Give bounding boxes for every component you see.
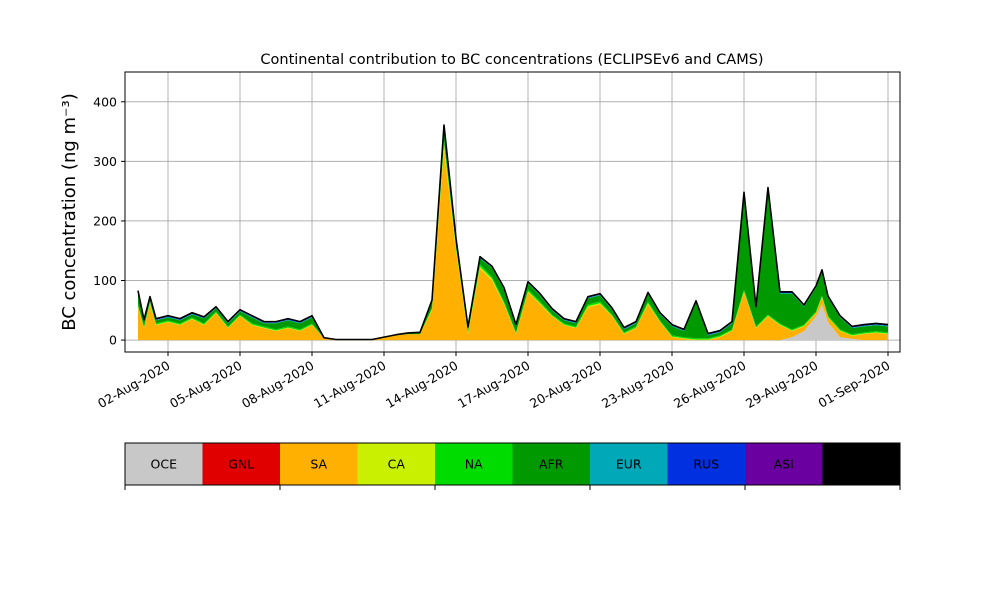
area-afr (138, 128, 888, 340)
plot-frame (124, 71, 901, 353)
legend-swatch-ca (357, 443, 436, 485)
legend-label-na: NA (465, 457, 483, 472)
x-tick-label: 05-Aug-2020 (167, 358, 245, 411)
y-ticks: 0 100 200 300 400 (93, 94, 125, 348)
legend: OCE GNL SA CA NA AFR EUR RUS ASI AUS (124, 442, 901, 490)
x-tick-label: 23-Aug-2020 (599, 358, 677, 411)
x-tick-label: 02-Aug-2020 (95, 358, 173, 411)
y-tick-label: 0 (109, 333, 117, 348)
y-tick-label: 100 (93, 273, 117, 288)
y-tick-label: 400 (93, 94, 117, 109)
legend-swatch-asi (745, 443, 823, 485)
x-tick-label: 17-Aug-2020 (455, 358, 533, 411)
y-tick-label: 200 (93, 213, 117, 228)
legend-swatch-eur (590, 443, 668, 485)
chart-title: Continental contribution to BC concentra… (260, 52, 763, 68)
legend-swatch-oce (125, 443, 203, 485)
x-tick-label: 20-Aug-2020 (527, 358, 605, 411)
x-ticks: 02-Aug-202005-Aug-202008-Aug-202011-Aug-… (95, 352, 893, 411)
stacked-areas (138, 125, 888, 341)
legend-frame (124, 442, 901, 486)
legend-label-oce: OCE (151, 457, 178, 472)
legend-swatch-na (435, 443, 513, 485)
legend-label-afr: AFR (539, 457, 564, 472)
x-tick-label: 08-Aug-2020 (239, 358, 317, 411)
legend-swatch-gnl (202, 443, 281, 485)
legend-swatch-sa (280, 443, 358, 485)
legend-label-eur: EUR (616, 457, 642, 472)
total-line-layer (137, 124, 889, 341)
legend-swatch-afr (512, 443, 591, 485)
legend-swatch-rus (667, 443, 746, 485)
legend-label-asi: ASI (774, 457, 794, 472)
total-line (137, 124, 889, 341)
area-sa (138, 149, 888, 341)
x-tick-label: 26-Aug-2020 (671, 358, 749, 411)
x-tick-label: 14-Aug-2020 (383, 358, 461, 411)
legend-label-aus: AUS (848, 457, 874, 472)
legend-label-rus: RUS (693, 457, 719, 472)
y-axis-label: BC concentration (ng m⁻³) (59, 93, 80, 331)
area-oce (138, 304, 888, 341)
x-tick-label: 01-Sep-2020 (815, 358, 892, 411)
x-tick-label: 11-Aug-2020 (311, 358, 389, 411)
legend-label-sa: SA (310, 457, 327, 472)
x-tick-label: 29-Aug-2020 (743, 358, 821, 411)
legend-swatch-aus (822, 443, 901, 485)
legend-label-ca: CA (388, 457, 406, 472)
y-tick-label: 300 (93, 154, 117, 169)
legend-label-gnl: GNL (228, 457, 254, 472)
